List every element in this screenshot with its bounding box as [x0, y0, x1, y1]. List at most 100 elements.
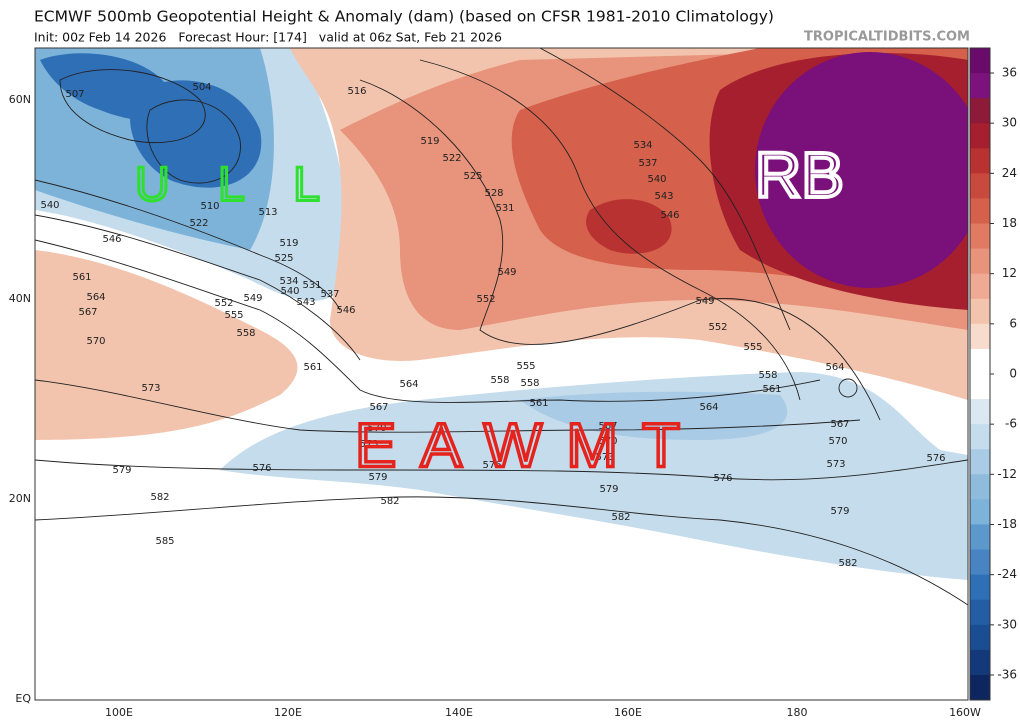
- contour-label: 567: [369, 402, 388, 413]
- contour-label: 516: [347, 86, 366, 97]
- contour-label: 570: [828, 436, 847, 447]
- contour-label: 564: [699, 402, 718, 413]
- colorbar-band: [970, 298, 990, 325]
- lon-label: 180: [787, 706, 808, 719]
- colorbar-band: [970, 323, 990, 350]
- colorbar-band: [970, 198, 990, 225]
- annotation-rb: RB: [755, 139, 844, 211]
- contour-label: 549: [497, 267, 516, 278]
- contour-label: 519: [420, 136, 439, 147]
- contour-label: 582: [611, 512, 630, 523]
- colorbar-band: [970, 148, 990, 174]
- colorbar-band: [970, 248, 990, 275]
- colorbar-label: 30: [1002, 116, 1017, 130]
- contour-label: 555: [224, 310, 243, 321]
- colorbar-band: [970, 73, 990, 99]
- contour-label: 555: [516, 361, 535, 372]
- contour-line: [35, 214, 361, 361]
- colorbar-band: [970, 273, 990, 300]
- contour-label: 510: [200, 201, 219, 212]
- contour-label: 564: [825, 362, 844, 373]
- colorbar-band: [970, 449, 990, 475]
- contour-label: 576: [713, 473, 732, 484]
- colorbar-band: [970, 173, 990, 199]
- contour-label: 504: [192, 82, 211, 93]
- axis-labels: 60N 40N 20N EQ 100E 120E 140E 160E 180 160W: [9, 93, 981, 719]
- colorbar-band: [970, 424, 990, 450]
- colorbar-band: [970, 674, 990, 701]
- contour-label: 573: [141, 383, 160, 394]
- anomaly-positive: [35, 250, 298, 440]
- contour-label: 564: [399, 379, 418, 390]
- contour-label: 579: [368, 472, 387, 483]
- contour-label: 582: [380, 496, 399, 507]
- colorbar-band: [970, 374, 990, 400]
- contour-label: 573: [359, 439, 378, 450]
- contour-label: 522: [442, 153, 461, 164]
- contour-label: 531: [495, 203, 514, 214]
- contour-label: 570: [598, 436, 617, 447]
- contour-label: 567: [78, 307, 97, 318]
- contour-line: [35, 379, 861, 433]
- contours: [35, 48, 968, 606]
- map-frame: [34, 47, 969, 701]
- colorbar-label: 12: [1002, 266, 1017, 280]
- lon-label: 160W: [949, 706, 981, 719]
- contour-label: 561: [762, 384, 781, 395]
- contour-label: 573: [595, 452, 614, 463]
- contour-label: 585: [155, 536, 174, 547]
- colorbar-band: [970, 123, 990, 149]
- contour-label: 579: [599, 484, 618, 495]
- contour-label: 552: [214, 298, 233, 309]
- lat-label: EQ: [15, 692, 31, 705]
- contour-label: 552: [476, 294, 495, 305]
- colorbar-label: -30: [997, 617, 1017, 631]
- colorbar-label: 24: [1002, 166, 1017, 180]
- lon-label: 140E: [445, 706, 473, 719]
- colorbar-label: 18: [1002, 216, 1017, 230]
- colorbar-label: 6: [1009, 316, 1017, 330]
- contour-line: [419, 59, 801, 401]
- contour-label: 552: [708, 322, 727, 333]
- colorbar-label: -6: [1005, 417, 1017, 431]
- colorbar-band: [970, 474, 990, 500]
- lon-label: 160E: [614, 706, 642, 719]
- colorbar-label: -18: [997, 517, 1017, 531]
- contour-line: [35, 496, 968, 606]
- contour-label: 549: [695, 296, 714, 307]
- contour-label: 540: [280, 286, 299, 297]
- contour-label: 567: [830, 419, 849, 430]
- contour-line: [35, 459, 968, 481]
- contour-label: 513: [258, 207, 277, 218]
- colorbar-band: [970, 223, 990, 250]
- contour-line: [35, 239, 821, 403]
- contour-label: 558: [490, 375, 509, 386]
- colorbar-label: -12: [997, 467, 1017, 481]
- contour-label: 537: [320, 289, 339, 300]
- anomaly-positive: [586, 199, 672, 254]
- contour-label: 570: [86, 336, 105, 347]
- colorbar-label: -24: [997, 567, 1017, 581]
- colorbar: 36 30 24 18 12 6 0 -6 -12 -18 -24 -30 -36: [969, 47, 1017, 701]
- contour-label: 570: [367, 423, 386, 434]
- contour-line: [838, 378, 858, 398]
- colorbar-band: [970, 399, 990, 425]
- colorbar-label: -36: [997, 668, 1017, 682]
- colorbar-band: [970, 599, 990, 626]
- contour-label: 507: [65, 89, 84, 100]
- colorbar-band: [970, 549, 990, 576]
- contour-label: 528: [484, 188, 503, 199]
- title: ECMWF 500mb Geopotential Height & Anomal…: [34, 8, 774, 26]
- contour-label: 546: [336, 305, 355, 316]
- contour-label: 534: [279, 276, 298, 287]
- contour-line: [146, 99, 241, 184]
- colorbar-band: [970, 98, 990, 124]
- contour-label: 561: [303, 362, 322, 373]
- contour-label: 582: [150, 492, 169, 503]
- lat-label: 40N: [9, 292, 31, 305]
- contour-label: 576: [926, 453, 945, 464]
- contour-label: 564: [86, 292, 105, 303]
